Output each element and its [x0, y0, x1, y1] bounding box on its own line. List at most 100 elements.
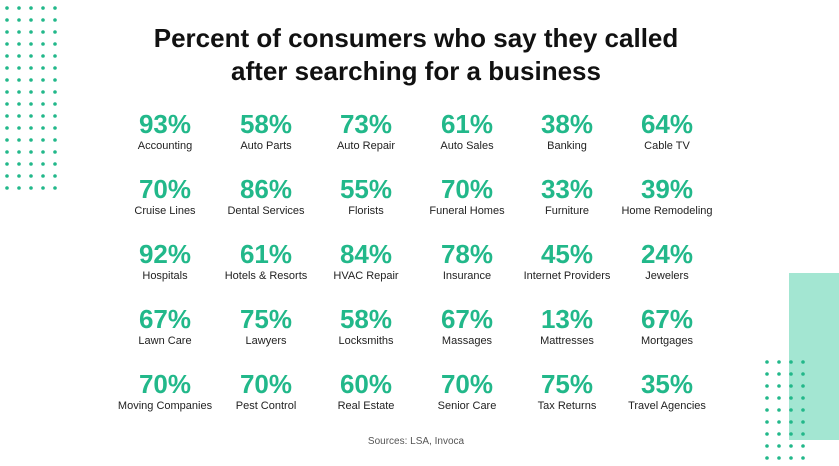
deco-dot	[41, 18, 45, 22]
stat-label: Auto Sales	[440, 140, 494, 152]
deco-dot	[53, 138, 57, 142]
deco-dot	[777, 372, 781, 376]
stat-value: 84%	[340, 239, 392, 269]
stat-label: Travel Agencies	[628, 400, 706, 412]
deco-dot	[777, 384, 781, 388]
deco-dot	[17, 174, 21, 178]
deco-dot	[53, 54, 57, 58]
deco-dot	[789, 456, 793, 460]
deco-dot	[41, 78, 45, 82]
deco-dot	[17, 18, 21, 22]
deco-dot	[801, 384, 805, 388]
deco-dot	[5, 78, 9, 82]
deco-dot	[41, 90, 45, 94]
deco-dot	[53, 126, 57, 130]
deco-dot	[29, 42, 33, 46]
accent-block	[789, 273, 839, 440]
stat-value: 70%	[240, 369, 292, 399]
stat-label: Florists	[348, 205, 384, 217]
deco-dot	[777, 420, 781, 424]
stat-label: Home Remodeling	[621, 205, 712, 217]
deco-dot	[53, 30, 57, 34]
stat-label: Real Estate	[338, 400, 395, 412]
deco-dot	[29, 78, 33, 82]
stat-value: 64%	[641, 109, 693, 139]
deco-dot	[29, 162, 33, 166]
stat-label: Hotels & Resorts	[225, 270, 308, 282]
stat-label: Moving Companies	[118, 400, 213, 412]
deco-dot	[53, 114, 57, 118]
deco-dot	[5, 186, 9, 190]
stat-label: Auto Parts	[240, 140, 292, 152]
deco-dot	[765, 360, 769, 364]
title-line: Percent of consumers who say they called	[154, 23, 679, 53]
stat-label: Senior Care	[438, 400, 497, 412]
stat-value: 38%	[541, 109, 593, 139]
deco-dot	[41, 174, 45, 178]
deco-dot	[53, 174, 57, 178]
stat-label: Jewelers	[645, 270, 689, 282]
stat-value: 13%	[541, 304, 593, 334]
deco-dot	[53, 150, 57, 154]
stat-label: Pest Control	[236, 400, 297, 412]
stat-value: 35%	[641, 369, 693, 399]
stat-value: 70%	[441, 174, 493, 204]
stat-label: Dental Services	[227, 205, 305, 217]
deco-dot	[29, 6, 33, 10]
deco-dot	[777, 396, 781, 400]
deco-dot	[41, 30, 45, 34]
deco-dot	[41, 6, 45, 10]
deco-dot	[29, 30, 33, 34]
deco-dot	[17, 186, 21, 190]
deco-dot	[789, 360, 793, 364]
stat-label: Cruise Lines	[134, 205, 196, 217]
deco-dot	[17, 78, 21, 82]
stat-label: Tax Returns	[538, 400, 597, 412]
stat-value: 73%	[340, 109, 392, 139]
deco-dot	[777, 432, 781, 436]
stat-label: Banking	[547, 140, 587, 152]
stat-label: Hospitals	[142, 270, 188, 282]
stat-value: 67%	[441, 304, 493, 334]
stat-label: Lawn Care	[138, 335, 191, 347]
deco-dot	[5, 114, 9, 118]
stat-value: 78%	[441, 239, 493, 269]
deco-dot	[5, 90, 9, 94]
stat-value: 67%	[641, 304, 693, 334]
deco-dot	[5, 18, 9, 22]
deco-dot	[17, 66, 21, 70]
deco-dot	[17, 90, 21, 94]
deco-dot	[801, 420, 805, 424]
deco-dot	[789, 420, 793, 424]
deco-dot	[41, 102, 45, 106]
title-line: after searching for a business	[231, 56, 601, 86]
stat-label: Furniture	[545, 205, 589, 217]
deco-dot	[801, 432, 805, 436]
deco-dot	[801, 360, 805, 364]
deco-dot	[53, 102, 57, 106]
stat-value: 55%	[340, 174, 392, 204]
deco-dot	[765, 372, 769, 376]
stat-value: 70%	[441, 369, 493, 399]
deco-dot	[29, 186, 33, 190]
deco-dot	[765, 444, 769, 448]
deco-dot	[5, 162, 9, 166]
stat-label: Lawyers	[246, 335, 287, 347]
deco-dot	[777, 444, 781, 448]
stat-value: 61%	[240, 239, 292, 269]
stat-value: 70%	[139, 369, 191, 399]
deco-dot	[17, 102, 21, 106]
deco-dot	[53, 162, 57, 166]
stat-label: Internet Providers	[524, 270, 611, 282]
deco-dot	[41, 186, 45, 190]
deco-dot	[5, 54, 9, 58]
deco-dot	[17, 42, 21, 46]
dot-patterns	[5, 6, 805, 460]
deco-dot	[17, 150, 21, 154]
stat-value: 75%	[541, 369, 593, 399]
deco-dot	[765, 420, 769, 424]
stat-value: 58%	[240, 109, 292, 139]
deco-dot	[5, 66, 9, 70]
deco-dot	[765, 456, 769, 460]
